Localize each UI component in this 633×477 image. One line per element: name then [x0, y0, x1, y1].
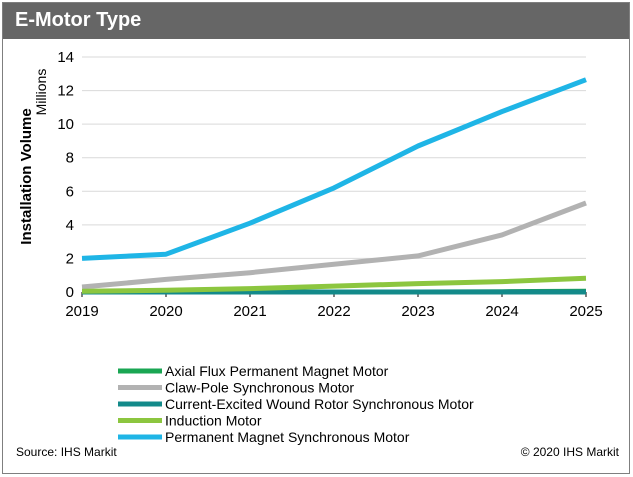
y-tick-label: 12: [57, 83, 74, 100]
x-tick-label: 2020: [149, 303, 182, 320]
legend-label: Induction Motor: [165, 413, 262, 429]
y-tick-label: 6: [66, 183, 74, 200]
copyright-note: © 2020 IHS Markit: [520, 445, 619, 459]
y-tick-label: 2: [66, 250, 74, 267]
legend-label: Permanent Magnet Synchronous Motor: [165, 429, 410, 445]
y-tick-label: 10: [57, 116, 74, 133]
chart-title: E-Motor Type: [15, 9, 142, 31]
y-tick-label: 14: [57, 49, 74, 66]
legend-label: Current-Excited Wound Rotor Synchronous …: [165, 396, 474, 412]
y-axis-unit: Millions: [33, 69, 49, 116]
x-tick-label: 2025: [569, 303, 602, 320]
legend-label: Axial Flux Permanent Magnet Motor: [165, 363, 389, 379]
y-tick-label: 4: [66, 217, 74, 234]
source-note: Source: IHS Markit: [16, 445, 117, 459]
x-tick-label: 2024: [485, 303, 518, 320]
y-tick-label: 8: [66, 150, 74, 167]
x-tick-label: 2022: [317, 303, 350, 320]
x-tick-label: 2019: [65, 303, 98, 320]
series-line: [81, 275, 587, 294]
x-tick-label: 2023: [401, 303, 434, 320]
series-line: [81, 200, 587, 290]
legend-label: Claw-Pole Synchronous Motor: [165, 380, 354, 396]
y-axis-title: Installation Volume: [18, 108, 35, 244]
y-tick-label: 0: [66, 284, 74, 301]
series-line: [81, 77, 587, 261]
title-bar: E-Motor Type: [3, 3, 629, 39]
x-tick-label: 2021: [233, 303, 266, 320]
